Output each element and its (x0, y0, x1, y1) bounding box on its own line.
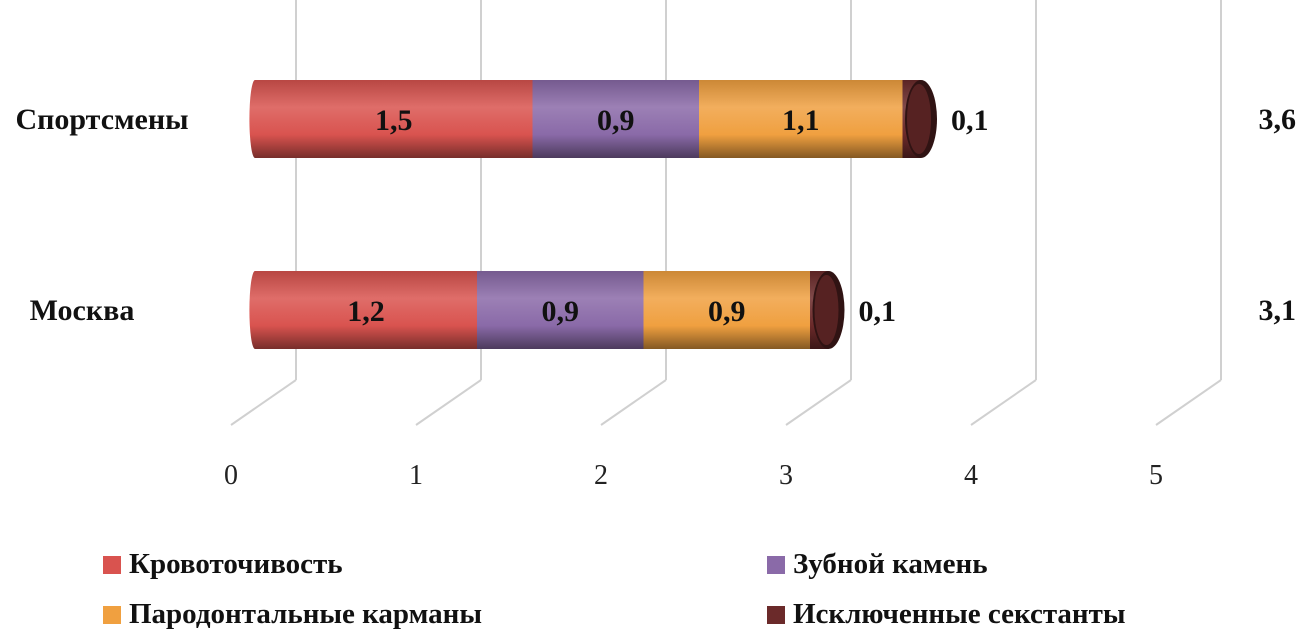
x-tick-label: 4 (964, 460, 978, 491)
bar-end-cap-face (907, 84, 931, 154)
data-label: 1,2 (347, 295, 385, 328)
legend-item: Зубной камень (767, 548, 988, 581)
bar-segment (643, 271, 810, 349)
bar-segment (255, 80, 533, 158)
total-label: 3,6 (1259, 103, 1297, 136)
gridline-floor (415, 379, 482, 426)
legend-item: Пародонтальные карманы (103, 598, 482, 631)
data-label: 0,1 (859, 295, 897, 328)
legend-swatch (103, 555, 121, 574)
data-label: 0,1 (951, 104, 989, 137)
legend: Кровоточивость Зубной камень Пародонтальны… (0, 540, 1299, 637)
data-label: 1,5 (375, 104, 413, 137)
legend-label: Зубной камень (793, 548, 988, 580)
gridline-floor (600, 379, 667, 426)
x-tick-label: 5 (1149, 460, 1163, 491)
x-tick-label: 0 (224, 460, 238, 491)
bar-group: 1,5 0,9 1,1 0,1 (249, 80, 989, 158)
legend-label: Кровоточивость (129, 548, 343, 580)
bar-segment (477, 271, 644, 349)
x-tick-label: 1 (409, 460, 423, 491)
category-label: Москва (30, 294, 135, 327)
gridlines (230, 0, 1222, 426)
x-tick-label: 2 (594, 460, 608, 491)
bar-segment (532, 80, 699, 158)
total-label: 3,1 (1259, 294, 1297, 327)
bar-end-cap-face (814, 275, 839, 345)
data-label: 1,1 (782, 104, 820, 137)
gridline-floor (230, 379, 297, 426)
legend-swatch (767, 555, 785, 574)
legend-item: Исключенные секстанты (767, 598, 1126, 631)
x-tick-label: 3 (779, 460, 793, 491)
category-label: Спортсмены (15, 103, 188, 136)
legend-swatch (767, 605, 785, 624)
gridline-floor (970, 379, 1037, 426)
legend-label: Исключенные секстанты (793, 598, 1126, 630)
bar-segment (255, 271, 477, 349)
gridline-floor (1155, 379, 1222, 426)
gridline-floor (785, 379, 852, 426)
legend-swatch (103, 605, 121, 624)
data-label: 0,9 (708, 295, 746, 328)
bar-segment (699, 80, 903, 158)
data-label: 0,9 (542, 295, 580, 328)
bar-group: 1,2 0,9 0,9 0,1 (249, 271, 896, 349)
legend-item: Кровоточивость (103, 548, 343, 581)
legend-label: Пародонтальные карманы (129, 598, 483, 630)
data-label: 0,9 (597, 104, 635, 137)
